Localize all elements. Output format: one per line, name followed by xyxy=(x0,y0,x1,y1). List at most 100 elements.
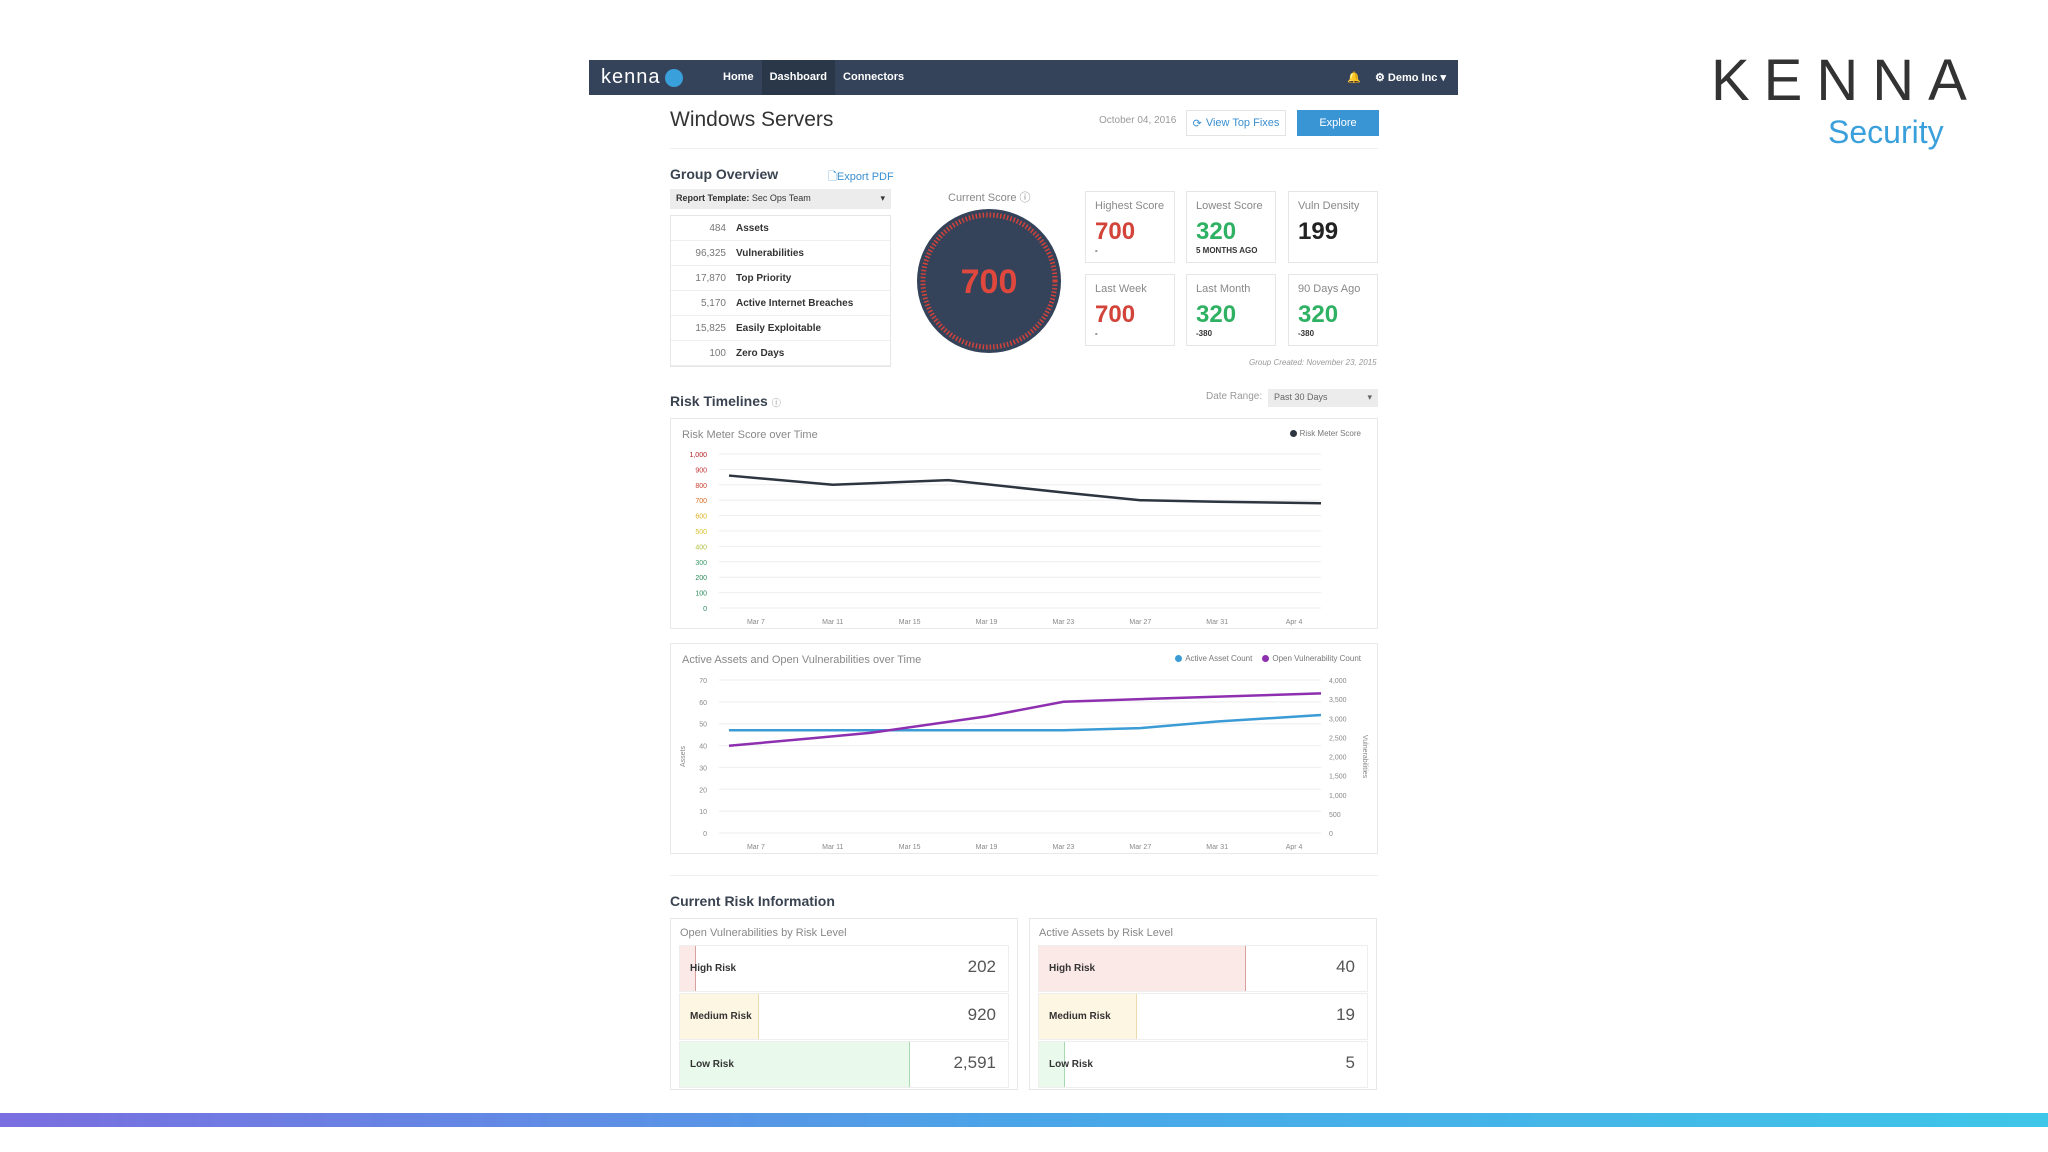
x-tick-label: Mar 23 xyxy=(1053,844,1075,851)
y2-tick-label: 1,500 xyxy=(1329,774,1347,781)
overview-row[interactable]: 484 Assets xyxy=(671,216,890,241)
card-sub: - xyxy=(1095,329,1098,338)
divider xyxy=(670,875,1378,876)
y2-tick-label: 3,000 xyxy=(1329,716,1347,723)
card-value: 700 xyxy=(1095,218,1136,245)
score-card: Last Week 700- xyxy=(1085,274,1175,346)
overview-row[interactable]: 96,325 Vulnerabilities xyxy=(671,241,890,266)
card-sub: -380 xyxy=(1298,329,1315,338)
risk-row[interactable]: Low Risk 2,591 xyxy=(679,1041,1009,1088)
export-label: Export PDF xyxy=(836,171,894,183)
y-tick-label: 500 xyxy=(695,529,707,536)
overview-row[interactable]: 15,825 Easily Exploitable xyxy=(671,316,890,341)
card-label: Highest Score xyxy=(1095,200,1165,212)
legend-label: Active Asset Count xyxy=(1185,654,1253,663)
risk-row[interactable]: High Risk 40 xyxy=(1038,945,1368,992)
info-icon[interactable]: ⓘ xyxy=(771,398,781,408)
row-label: Easily Exploitable xyxy=(736,322,822,334)
overview-row[interactable]: 5,170 Active Internet Breaches xyxy=(671,291,890,316)
vulns-by-risk-panel: Open Vulnerabilities by Risk Level High R… xyxy=(670,918,1018,1090)
y-tick-label: 40 xyxy=(699,744,707,751)
user-menu[interactable]: ⚙ Demo Inc ▾ xyxy=(1375,71,1446,84)
template-label: Report Template: xyxy=(676,193,750,203)
logo-text: kenna xyxy=(601,66,661,88)
x-tick-label: Mar 15 xyxy=(899,619,921,626)
info-icon[interactable]: ⓘ xyxy=(1019,192,1031,204)
y2-tick-label: 500 xyxy=(1329,812,1341,819)
y-tick-label: 50 xyxy=(699,722,707,729)
chart-svg: 0 100 200 300 400 500 600 700 800 900 1,000 Mar 7 Ma… xyxy=(689,452,1322,626)
row-count: 484 xyxy=(709,222,726,234)
risk-bar xyxy=(680,946,697,991)
y-tick-label: 0 xyxy=(703,606,707,613)
risk-row[interactable]: Medium Risk 920 xyxy=(679,993,1009,1040)
y2-tick-label: 2,500 xyxy=(1329,735,1347,742)
risk-score-chart: Risk Meter Score over Time Risk Meter Sc… xyxy=(670,418,1378,629)
risk-label: High Risk xyxy=(1049,963,1096,974)
caret-down-icon: ▾ xyxy=(880,193,885,203)
y-tick-label: 30 xyxy=(699,765,707,772)
user-name: Demo Inc ▾ xyxy=(1387,72,1446,84)
risk-value: 202 xyxy=(967,957,996,976)
gauge-ring xyxy=(920,212,1058,350)
card-label: 90 Days Ago xyxy=(1298,283,1361,295)
overview-table: 484 Assets 96,325 Vulnerabilities 17,870 To… xyxy=(670,215,891,367)
card-label: Last Month xyxy=(1196,283,1251,295)
chart-svg: 0 10 20 30 40 50 60 70 0 500 1,000 1,500 2,000 2,500 3… xyxy=(680,678,1368,851)
overview-row[interactable]: 100 Zero Days xyxy=(671,341,890,366)
brand-subtitle: Security xyxy=(1828,114,1944,150)
group-created: Group Created: November 23, 2015 xyxy=(1249,358,1377,367)
date-range-select[interactable]: Past 30 Days ▾ xyxy=(1268,389,1378,407)
x-tick-label: Apr 4 xyxy=(1286,619,1303,626)
report-date: October 04, 2016 xyxy=(1099,115,1177,126)
panel-title: Active Assets by Risk Level xyxy=(1039,927,1173,939)
card-label: Vuln Density xyxy=(1298,200,1360,212)
y-tick-label: 0 xyxy=(703,831,707,838)
kenna-logo[interactable]: kenna xyxy=(601,66,715,89)
x-tick-label: Mar 11 xyxy=(822,844,843,851)
gradient-bar xyxy=(0,1113,2048,1127)
score-gauge: 700 xyxy=(917,209,1061,353)
y-axis-label: Assets xyxy=(680,746,687,768)
risk-row[interactable]: Low Risk 5 xyxy=(1038,1041,1368,1088)
nav-home[interactable]: Home xyxy=(723,71,754,83)
row-label: Top Priority xyxy=(736,272,792,284)
score-card: 90 Days Ago 320 -380 xyxy=(1288,274,1378,346)
refresh-icon: ⟳ xyxy=(1192,117,1202,130)
view-top-fixes-button[interactable]: ⟳ View Top Fixes xyxy=(1186,110,1286,136)
legend-item[interactable]: Open Vulnerability Count xyxy=(1262,654,1361,663)
row-count: 100 xyxy=(709,347,726,359)
globe-icon xyxy=(664,68,683,87)
score-card: Last Month 320 -380 xyxy=(1186,274,1276,346)
risk-row[interactable]: Medium Risk 19 xyxy=(1038,993,1368,1040)
row-label: Assets xyxy=(736,222,769,234)
x-tick-label: Mar 27 xyxy=(1129,619,1151,626)
panel-title: Open Vulnerabilities by Risk Level xyxy=(680,927,847,939)
nav-dashboard[interactable]: Dashboard xyxy=(761,60,836,95)
bell-icon[interactable]: 🔔 xyxy=(1347,72,1361,84)
y2-tick-label: 3,500 xyxy=(1329,697,1347,704)
x-tick-label: Mar 31 xyxy=(1206,844,1228,851)
y2-tick-label: 2,000 xyxy=(1329,755,1347,762)
document-icon: 🗋 xyxy=(828,171,837,183)
y-tick-label: 800 xyxy=(695,483,707,490)
risk-timelines-title: Risk Timelines ⓘ xyxy=(670,393,781,409)
explore-button[interactable]: Explore xyxy=(1297,110,1379,136)
export-pdf-link[interactable]: 🗋Export PDF xyxy=(828,168,894,187)
nav-connectors[interactable]: Connectors xyxy=(843,71,905,83)
risk-value: 5 xyxy=(1345,1053,1355,1072)
row-label: Zero Days xyxy=(736,347,785,359)
report-template-select[interactable]: Report Template: Sec Ops Team ▾ xyxy=(670,189,891,209)
legend: Active Asset Count Open Vulnerability Co… xyxy=(1175,654,1361,663)
date-range-value: Past 30 Days xyxy=(1274,392,1328,402)
legend-item[interactable]: Risk Meter Score xyxy=(1289,429,1361,438)
legend-item[interactable]: Active Asset Count xyxy=(1175,654,1252,663)
risk-value: 40 xyxy=(1336,957,1355,976)
assets-vulns-chart: Active Assets and Open Vulnerabilities o… xyxy=(670,643,1378,854)
overview-row[interactable]: 17,870 Top Priority xyxy=(671,266,890,291)
card-sub: -380 xyxy=(1196,329,1213,338)
divider xyxy=(670,148,1378,149)
date-range-label: Date Range: xyxy=(1206,391,1263,402)
risk-bar xyxy=(680,1042,910,1087)
risk-row[interactable]: High Risk 202 xyxy=(679,945,1009,992)
